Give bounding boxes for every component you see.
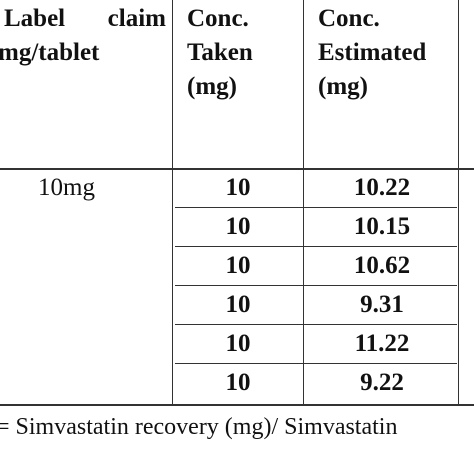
header-text: Label claim — [4, 5, 166, 32]
header-text: Conc. — [318, 5, 380, 32]
header-text: Conc. — [187, 5, 249, 32]
header-text: Taken — [187, 39, 253, 66]
row-rule — [175, 246, 457, 247]
header-text: Estimated — [318, 39, 427, 66]
cell-text: 10 — [225, 369, 251, 396]
row-rule — [175, 207, 457, 208]
header-text: (mg) — [187, 73, 237, 100]
row-rule — [175, 285, 457, 286]
column-divider — [303, 0, 304, 405]
cell-text: 10mg — [38, 174, 95, 201]
cell-text: 11.22 — [354, 330, 410, 357]
cell-text: 10.62 — [353, 252, 411, 279]
column-divider — [172, 0, 173, 405]
cell-text: 9.31 — [360, 291, 404, 318]
cell-text: 10.15 — [353, 213, 411, 240]
cell-text: 10 — [225, 252, 251, 279]
cell-text: 10.22 — [353, 174, 411, 201]
cell-text: 10 — [225, 174, 251, 201]
header-rule — [0, 168, 474, 170]
cell-text: 10 — [225, 330, 251, 357]
row-rule — [175, 363, 457, 364]
row-rule — [175, 324, 457, 325]
footer-note: = Simvastatin recovery (mg)/ Simvastatin — [0, 414, 398, 440]
cell-text: 10 — [225, 291, 251, 318]
cell-text: 9.22 — [360, 369, 404, 396]
column-divider — [458, 0, 459, 405]
header-text: (mg) — [318, 73, 368, 100]
header-text: mg/tablet — [0, 39, 100, 66]
bottom-rule — [0, 404, 474, 406]
cell-text: 10 — [225, 213, 251, 240]
